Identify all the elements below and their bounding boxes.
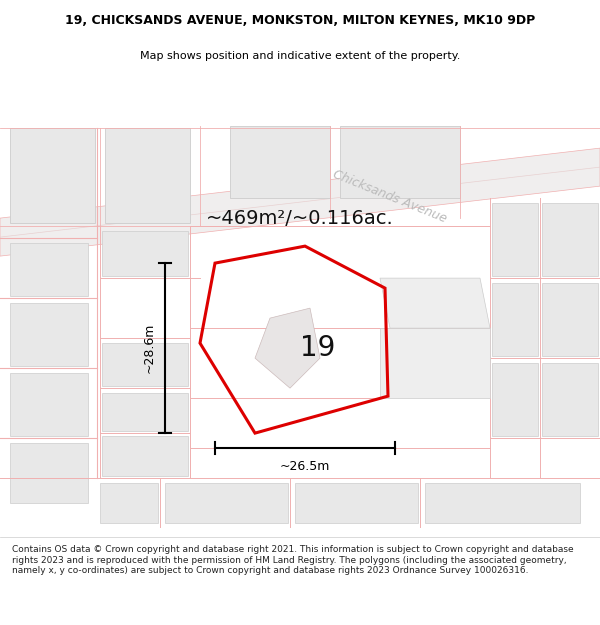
Text: ~469m²/~0.116ac.: ~469m²/~0.116ac. (206, 209, 394, 227)
Text: 19: 19 (301, 334, 335, 362)
Polygon shape (492, 283, 538, 356)
Text: 19, CHICKSANDS AVENUE, MONKSTON, MILTON KEYNES, MK10 9DP: 19, CHICKSANDS AVENUE, MONKSTON, MILTON … (65, 14, 535, 27)
Polygon shape (105, 128, 190, 223)
Text: ~28.6m: ~28.6m (143, 323, 155, 373)
Polygon shape (165, 483, 288, 523)
Polygon shape (10, 128, 95, 223)
Polygon shape (102, 343, 188, 386)
Polygon shape (10, 303, 88, 366)
Polygon shape (542, 203, 598, 276)
Polygon shape (10, 243, 88, 296)
Text: Map shows position and indicative extent of the property.: Map shows position and indicative extent… (140, 51, 460, 61)
Polygon shape (230, 126, 330, 198)
Text: Contains OS data © Crown copyright and database right 2021. This information is : Contains OS data © Crown copyright and d… (12, 545, 574, 575)
Polygon shape (10, 373, 88, 436)
Polygon shape (100, 483, 158, 523)
Polygon shape (542, 283, 598, 356)
Polygon shape (102, 393, 188, 431)
Polygon shape (102, 231, 188, 276)
Polygon shape (492, 363, 538, 436)
Polygon shape (295, 483, 418, 523)
Polygon shape (542, 363, 598, 436)
Polygon shape (102, 436, 188, 476)
Polygon shape (380, 328, 490, 398)
Polygon shape (492, 203, 538, 276)
Polygon shape (380, 278, 490, 328)
Polygon shape (425, 483, 580, 523)
Polygon shape (0, 148, 600, 256)
Text: Chicksands Avenue: Chicksands Avenue (331, 168, 449, 225)
Polygon shape (10, 443, 88, 503)
Polygon shape (255, 308, 320, 388)
Text: ~26.5m: ~26.5m (280, 459, 330, 472)
Polygon shape (340, 126, 460, 198)
